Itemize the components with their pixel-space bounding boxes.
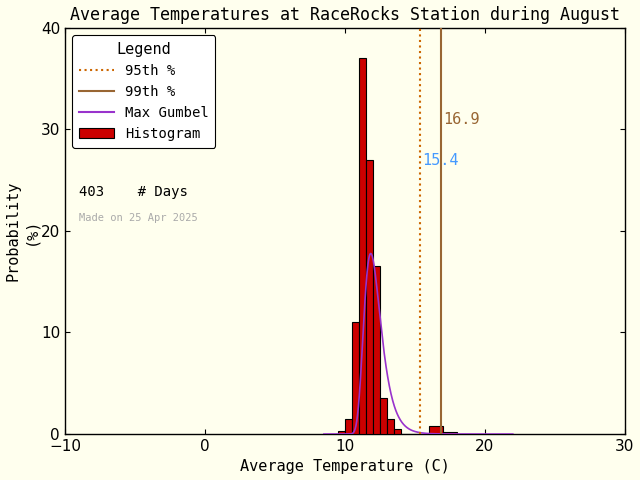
Text: Made on 25 Apr 2025: Made on 25 Apr 2025	[79, 213, 198, 223]
Bar	[429, 426, 443, 434]
Title: Average Temperatures at RaceRocks Station during August: Average Temperatures at RaceRocks Statio…	[70, 6, 620, 24]
Bar	[373, 266, 380, 434]
Text: 16.9: 16.9	[444, 112, 480, 127]
Bar	[359, 59, 366, 434]
Bar	[338, 432, 345, 434]
Bar	[394, 429, 401, 434]
Bar	[366, 160, 373, 434]
Bar	[380, 398, 387, 434]
Bar	[352, 323, 359, 434]
Text: 403    # Days: 403 # Days	[79, 185, 188, 199]
Y-axis label: Probability
(%): Probability (%)	[6, 181, 38, 281]
X-axis label: Average Temperature (C): Average Temperature (C)	[240, 459, 450, 474]
Bar	[387, 419, 394, 434]
Bar	[443, 432, 457, 434]
Bar	[345, 419, 352, 434]
Text: 15.4: 15.4	[422, 153, 459, 168]
Legend: 95th %, 99th %, Max Gumbel, Histogram: 95th %, 99th %, Max Gumbel, Histogram	[72, 35, 216, 147]
